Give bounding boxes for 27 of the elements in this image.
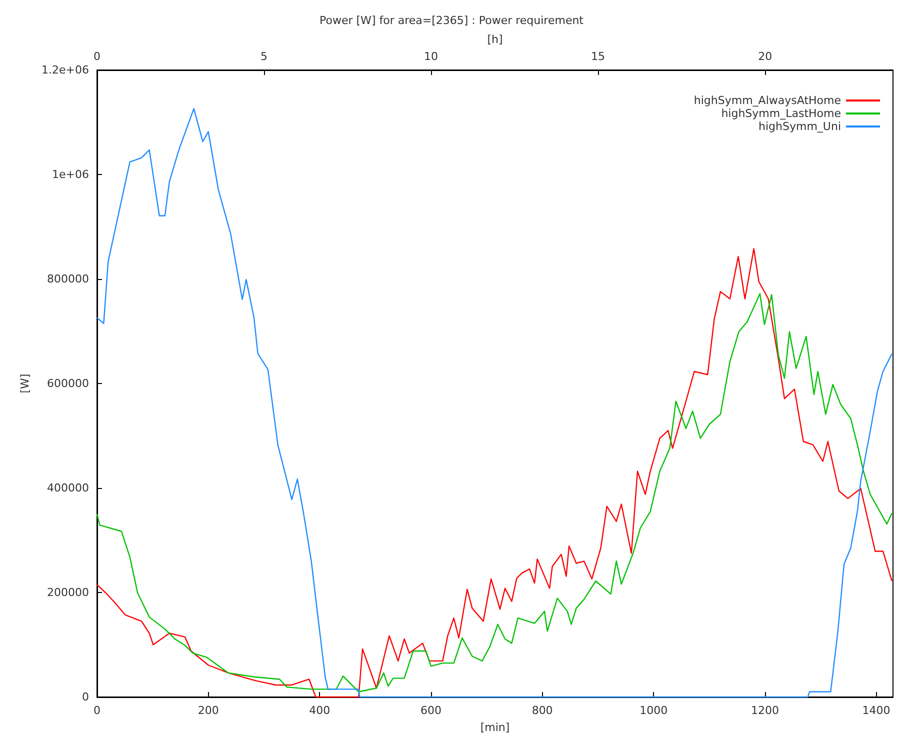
x2-tick-label: 15 [591, 50, 606, 63]
x2-tick-label: 0 [94, 50, 100, 63]
y-tick-label: 800000 [47, 272, 89, 286]
x-tick-label: 1000 [640, 704, 668, 717]
x2-tick-label: 5 [260, 50, 268, 63]
y-tick-label: 0 [82, 690, 89, 704]
chart-title: Power [W] for area=[2365] : Power requirement [320, 14, 584, 27]
x-tick-label: 0 [94, 704, 100, 717]
x2-axis-title: [h] [487, 33, 503, 46]
y-tick-label: 1e+06 [52, 168, 89, 181]
y-tick-label: 400000 [47, 482, 89, 494]
legend-label: highSymm_AlwaysAtHome [694, 94, 842, 107]
x-tick-label: 600 [420, 704, 442, 717]
x2-tick-label: 20 [758, 50, 772, 63]
x-tick-label: 1400 [862, 704, 890, 717]
x-tick-label: 1200 [750, 704, 779, 717]
y-tick-label: 200000 [47, 586, 89, 599]
legend-label: highSymm_LastHome [721, 107, 842, 120]
y-tick-label: 600000 [47, 377, 89, 390]
x-tick-label: 200 [198, 704, 219, 717]
x-tick-label: 400 [309, 704, 330, 717]
x-tick-label: 800 [532, 704, 553, 717]
x-axis-title: [min] [480, 721, 510, 734]
y-tick-label: 1.2e+06 [42, 64, 89, 76]
x2-tick-label: 10 [424, 50, 438, 63]
legend-label: highSymm_Uni [758, 120, 841, 133]
y-axis-title: [W] [18, 374, 32, 394]
